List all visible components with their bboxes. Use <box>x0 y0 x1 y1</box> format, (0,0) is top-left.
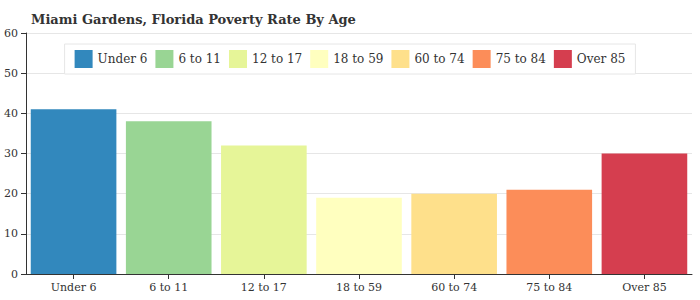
svg-text:0: 0 <box>11 268 18 281</box>
svg-text:60 to 74: 60 to 74 <box>414 52 465 66</box>
svg-text:30: 30 <box>4 147 18 160</box>
svg-text:6 to 11: 6 to 11 <box>178 52 221 66</box>
svg-text:12 to 17: 12 to 17 <box>252 52 302 66</box>
svg-text:Miami Gardens, Florida Poverty: Miami Gardens, Florida Poverty Rate By A… <box>31 12 356 27</box>
svg-text:60: 60 <box>4 27 18 40</box>
svg-text:75 to 84: 75 to 84 <box>526 281 572 294</box>
svg-text:75 to 84: 75 to 84 <box>496 52 547 66</box>
svg-text:60 to 74: 60 to 74 <box>431 281 477 294</box>
svg-text:Over 85: Over 85 <box>622 281 667 294</box>
svg-text:20: 20 <box>4 187 18 200</box>
svg-text:Under 6: Under 6 <box>51 281 97 294</box>
svg-text:6 to 11: 6 to 11 <box>149 281 188 294</box>
svg-text:18 to 59: 18 to 59 <box>333 52 383 66</box>
svg-text:Under 6: Under 6 <box>98 52 148 66</box>
svg-text:12 to 17: 12 to 17 <box>241 281 287 294</box>
svg-text:50: 50 <box>4 67 18 80</box>
svg-text:18 to 59: 18 to 59 <box>336 281 382 294</box>
svg-text:40: 40 <box>4 107 18 120</box>
svg-text:10: 10 <box>4 227 18 240</box>
svg-text:Over 85: Over 85 <box>577 52 626 66</box>
